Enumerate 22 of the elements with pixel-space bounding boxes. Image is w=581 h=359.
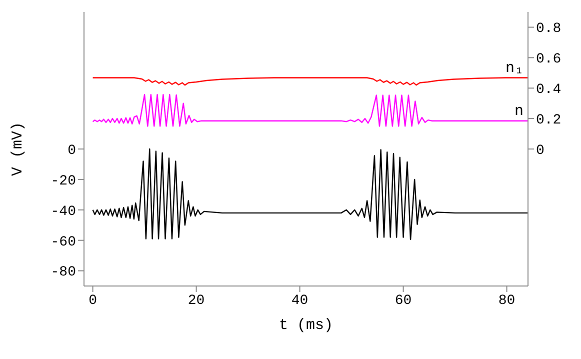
y2-tick-label: 0 [536, 142, 544, 159]
y2-tick-label: 0.2 [536, 112, 562, 129]
y-tick-label: 0 [68, 142, 76, 159]
y2-tick-label: 0.6 [536, 52, 562, 68]
x-tick-label: 40 [291, 292, 308, 309]
x-axis-title: t (ms) [278, 317, 334, 334]
y-tick-label: -20 [50, 173, 76, 190]
y2-tick-label: 0.8 [536, 21, 562, 38]
line-series [92, 77, 528, 86]
y-tick-label: -80 [50, 264, 76, 281]
series-label: n₁ [505, 60, 524, 77]
x-tick-label: 80 [498, 292, 516, 309]
y-tick-label: -40 [50, 204, 76, 220]
x-tick-label: 20 [188, 292, 205, 309]
series-label: n [514, 102, 524, 120]
line-series [92, 94, 528, 127]
x-tick-label: 60 [394, 292, 412, 309]
y2-tick-label: 0.4 [536, 82, 562, 98]
x-tick-label: 0 [88, 292, 97, 309]
y-axis-title: V (mV) [9, 122, 26, 176]
y-tick-label: -60 [50, 234, 76, 250]
line-series [92, 148, 528, 240]
